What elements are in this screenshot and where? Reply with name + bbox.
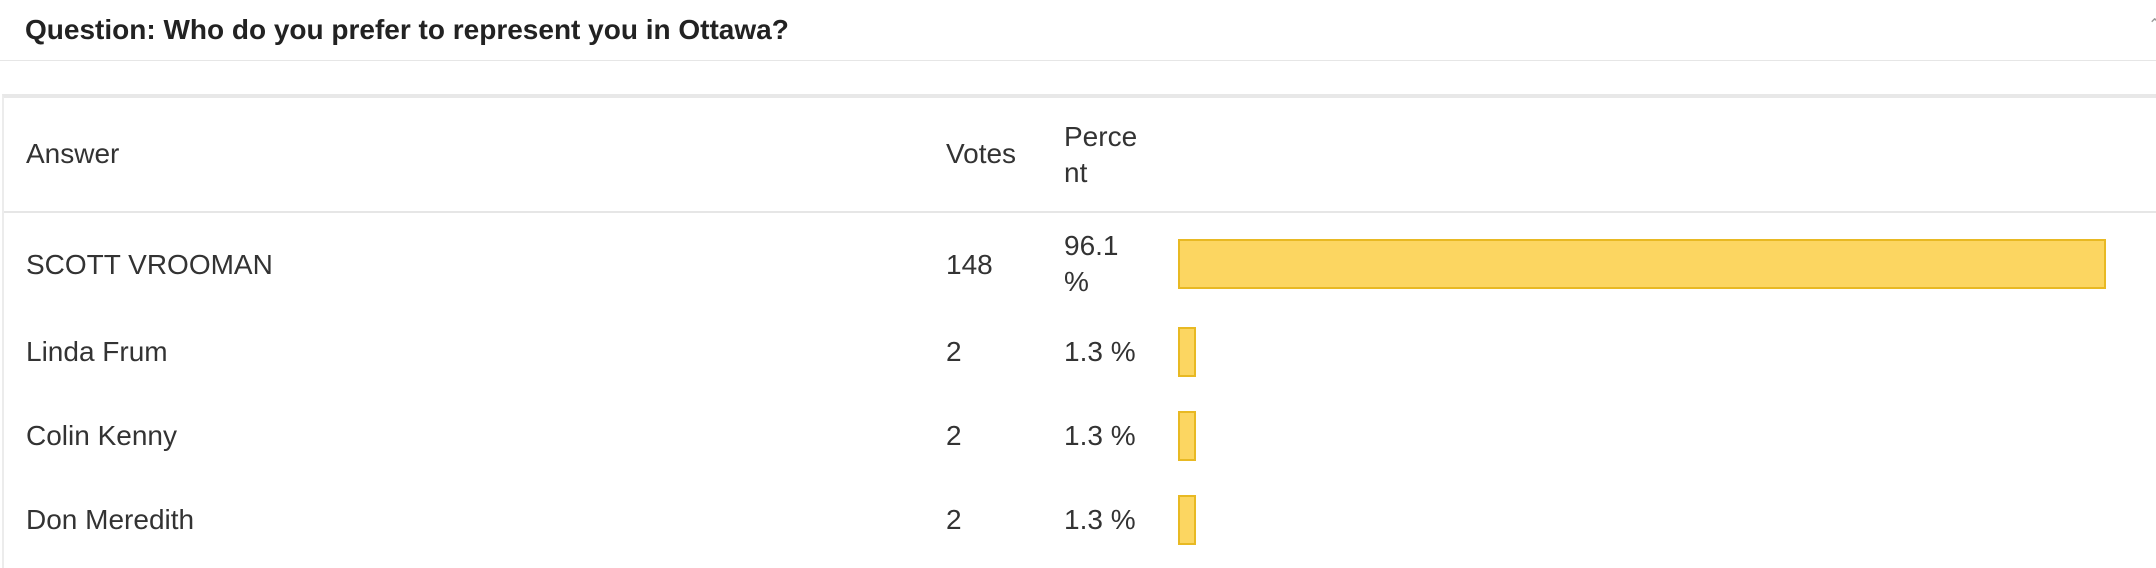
percent-cell: 1.3 % <box>1064 336 1136 367</box>
question-title: Question: Who do you prefer to represent… <box>25 14 789 45</box>
answer-cell: SCOTT VROOMAN <box>26 249 273 280</box>
chevron-up-icon[interactable]: ⌃ <box>2148 17 2156 34</box>
percent-bar <box>1178 327 1196 377</box>
votes-cell: 2 <box>946 336 962 367</box>
answer-column-header: Answer <box>26 138 120 169</box>
answer-cell: Colin Kenny <box>26 420 177 451</box>
header-divider <box>4 211 2156 213</box>
question-header: Question: Who do you prefer to represent… <box>0 0 2156 61</box>
percent-cell: 96.1 % <box>1064 230 1119 297</box>
results-table: Answer Votes Percent SCOTT VROOMAN 148 9… <box>2 94 2156 568</box>
answer-cell: Linda Frum <box>26 336 168 367</box>
votes-cell: 2 <box>946 420 962 451</box>
votes-cell: 148 <box>946 249 993 280</box>
votes-cell: 2 <box>946 504 962 535</box>
percent-column-header: Percent <box>1064 121 1138 188</box>
percent-bar <box>1178 411 1196 461</box>
percent-cell: 1.3 % <box>1064 504 1136 535</box>
votes-column-header: Votes <box>946 138 1017 169</box>
percent-bar <box>1178 495 1196 545</box>
percent-bar <box>1178 239 2106 289</box>
percent-cell: 1.3 % <box>1064 420 1136 451</box>
answer-cell: Don Meredith <box>26 504 195 535</box>
